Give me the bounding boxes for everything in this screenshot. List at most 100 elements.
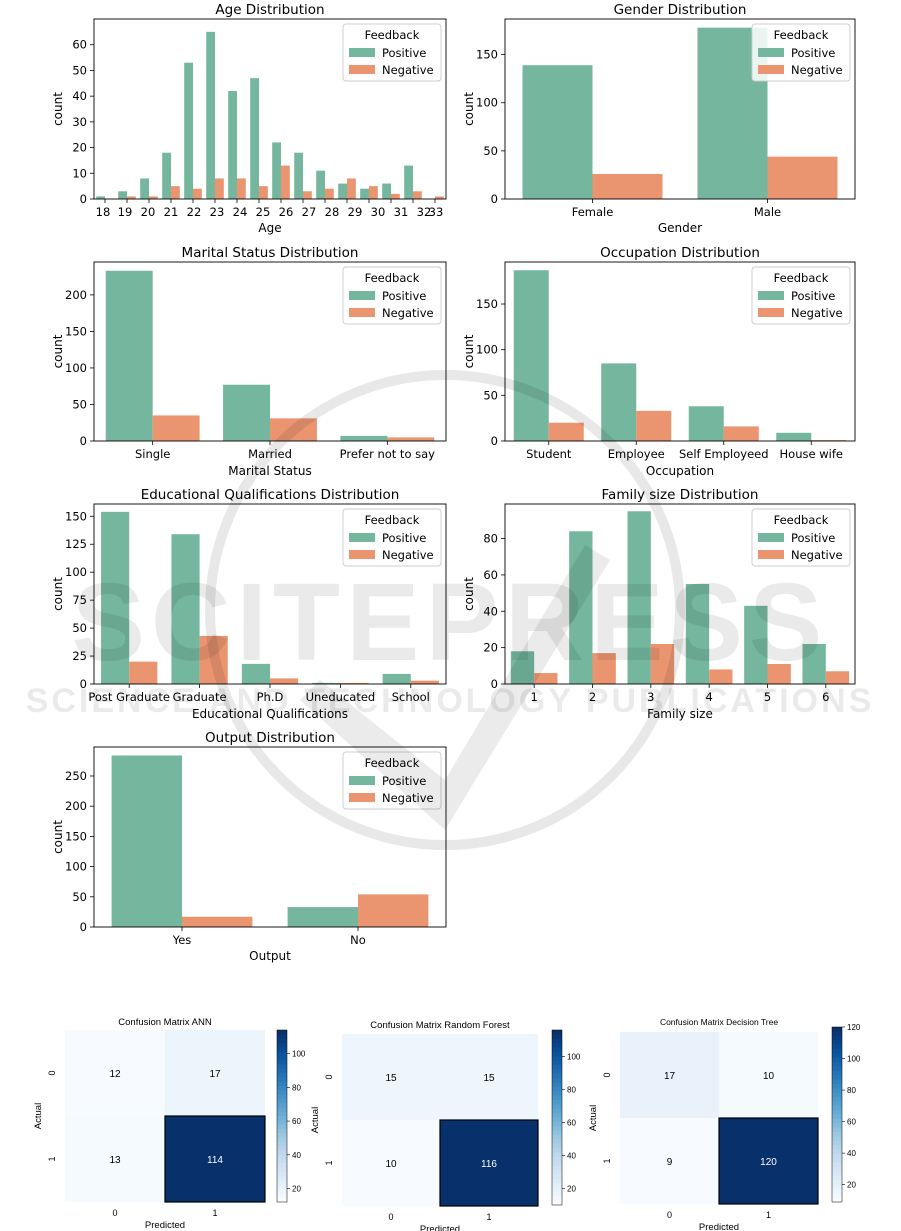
- colorbar-segment: [552, 1152, 562, 1158]
- colorbar-segment: [552, 1069, 562, 1075]
- legend-swatch-positive: [349, 776, 375, 785]
- y-tick-label: 50: [72, 397, 87, 411]
- x-axis-label: Predicted: [699, 1222, 739, 1231]
- colorbar-segment: [552, 1065, 562, 1070]
- bar-negative: [270, 678, 299, 684]
- bar-positive: [162, 152, 171, 199]
- legend: Feedback Positive Negative: [751, 266, 851, 325]
- colorbar-segment: [832, 1070, 842, 1076]
- legend-title: Feedback: [774, 271, 829, 285]
- x-tick-label: 21: [164, 205, 179, 219]
- x-axis-label: Output: [249, 949, 291, 963]
- legend-label-positive: Positive: [382, 774, 426, 788]
- legend-label-positive: Positive: [791, 46, 835, 60]
- legend-swatch-negative: [349, 550, 375, 559]
- colorbar-segment: [277, 1042, 287, 1048]
- y-axis-label: Actual: [33, 1103, 44, 1129]
- legend-swatch-positive: [758, 291, 784, 300]
- colorbar-segment: [277, 1146, 287, 1151]
- x-tick-label: Employee: [608, 447, 665, 461]
- cell-value: 13: [109, 1155, 121, 1166]
- colorbar-segment: [277, 1090, 287, 1096]
- x-axis-label: Family size: [647, 707, 713, 721]
- cell-value: 114: [207, 1155, 223, 1166]
- colorbar-segment: [552, 1030, 562, 1035]
- colorbar-tick-label: 100: [292, 1050, 306, 1059]
- y-tick-label: 30: [72, 115, 87, 129]
- bar-negative: [413, 191, 422, 199]
- colorbar-tick-label: 60: [292, 1117, 301, 1126]
- cell-value: 17: [209, 1069, 221, 1080]
- bar-negative: [534, 673, 558, 684]
- cell-value: 116: [481, 1159, 497, 1170]
- legend-swatch-negative: [758, 308, 784, 317]
- heatmap-cell: [342, 1034, 440, 1120]
- x-axis-label: Educational Qualifications: [192, 707, 348, 721]
- heatmap-cell: [620, 1032, 719, 1118]
- x-tick-label: Yes: [172, 933, 192, 947]
- y-tick-label: 50: [72, 890, 87, 904]
- bar-negative: [391, 193, 400, 199]
- colorbar-segment: [832, 1197, 842, 1203]
- colorbar-segment: [832, 1057, 842, 1063]
- bar-positive: [287, 907, 358, 927]
- bar-positive: [360, 188, 369, 199]
- bar-negative: [435, 196, 444, 199]
- bar-negative: [199, 635, 228, 684]
- colorbar-segment: [832, 1149, 842, 1155]
- bar-positive: [294, 152, 303, 199]
- y-tick-label: 25: [72, 649, 87, 663]
- bar-positive: [140, 178, 149, 199]
- y-tick-label: 100: [476, 96, 498, 110]
- x-tick-label: 28: [325, 205, 340, 219]
- x-tick-label: 0: [112, 1208, 117, 1218]
- legend-swatch-positive: [349, 48, 375, 57]
- y-tick-label: 100: [65, 361, 87, 375]
- colorbar-tick-label: 60: [567, 1118, 576, 1127]
- colorbar-segment: [832, 1040, 842, 1046]
- chart-title: Marital Status Distribution: [182, 245, 359, 261]
- chart-title: Gender Distribution: [614, 2, 747, 18]
- y-tick-label: 150: [476, 48, 498, 62]
- y-axis-label: Actual: [588, 1105, 599, 1131]
- bar-negative: [636, 410, 672, 441]
- colorbar-segment: [552, 1086, 562, 1092]
- legend: Feedback Positive Negative: [342, 751, 442, 810]
- x-tick-label: School: [392, 690, 430, 704]
- chart-title: Family size Distribution: [602, 487, 759, 503]
- colorbar-segment: [277, 1124, 287, 1130]
- colorbar-tick-label: 100: [847, 1055, 861, 1064]
- x-tick-label: 6: [822, 690, 829, 704]
- bar-chart-3: Single Married Prefer not to say 0 50 100 150 2…: [51, 245, 447, 478]
- colorbar-segment: [277, 1193, 287, 1199]
- heatmap-cell: [719, 1032, 818, 1118]
- x-tick-label: 0: [667, 1210, 672, 1220]
- bar-negative: [410, 680, 439, 684]
- bar-chart-4: Student Employee Self Employeed House wife 0…: [462, 245, 856, 478]
- bar-positive: [340, 435, 388, 441]
- colorbar-segment: [832, 1044, 842, 1050]
- colorbar-tick-label: 20: [292, 1185, 301, 1194]
- colorbar-segment: [277, 1150, 287, 1156]
- x-tick-label: Male: [754, 205, 781, 219]
- bar-positive: [241, 663, 270, 684]
- colorbar-segment: [552, 1104, 562, 1110]
- bar-positive: [111, 755, 182, 927]
- colorbar-segment: [832, 1027, 842, 1032]
- colorbar-segment: [832, 1105, 842, 1111]
- legend-title: Feedback: [365, 28, 420, 42]
- bar-positive: [510, 651, 535, 684]
- bar-negative: [347, 178, 356, 199]
- y-tick-label: 50: [72, 63, 87, 77]
- y-tick-label: 0: [324, 1074, 334, 1079]
- legend-swatch-negative: [349, 793, 375, 802]
- colorbar-segment: [552, 1091, 562, 1097]
- cell-outline: [718, 1117, 819, 1205]
- colorbar-segment: [277, 1120, 287, 1126]
- heatmap-cell: [165, 1116, 265, 1202]
- bar-positive: [802, 644, 826, 684]
- colorbar-segment: [277, 1051, 287, 1057]
- heatmap-title: Confusion Matrix Random Forest: [370, 1020, 510, 1031]
